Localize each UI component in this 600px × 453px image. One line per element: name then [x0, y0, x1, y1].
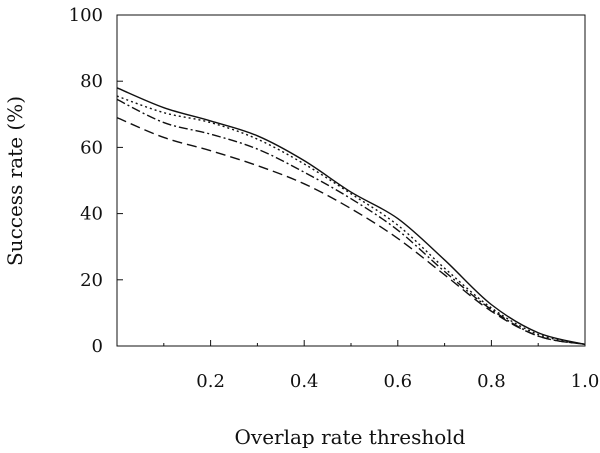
y-tick-label: 60 [80, 137, 103, 158]
y-tick-label: 40 [80, 204, 103, 225]
x-tick-label: 0.8 [477, 371, 506, 392]
plot-frame [116, 14, 586, 347]
series-line-dashed [116, 116, 586, 346]
y-axis: 0 20 40 60 80 100 [69, 5, 123, 357]
x-tick-label: 0.2 [196, 371, 225, 392]
series-line-solid [116, 87, 586, 346]
y-axis-title: Success rate (%) [3, 96, 27, 266]
x-axis-title: Overlap rate threshold [235, 425, 466, 449]
y-tick-label: 20 [80, 270, 103, 291]
y-tick-label: 0 [92, 336, 103, 357]
series-line-dotted [116, 95, 586, 346]
x-tick-label: 0.4 [290, 371, 319, 392]
series-group [116, 87, 586, 346]
x-tick-label: 0.6 [383, 371, 412, 392]
x-axis: 0.2 0.4 0.6 0.8 1.0 [163, 340, 600, 392]
x-tick-label: 1.0 [571, 371, 600, 392]
y-tick-label: 80 [80, 71, 103, 92]
y-tick-label: 100 [69, 5, 103, 26]
plot-area-border [116, 14, 586, 347]
series-line-dash-dot [116, 98, 586, 346]
